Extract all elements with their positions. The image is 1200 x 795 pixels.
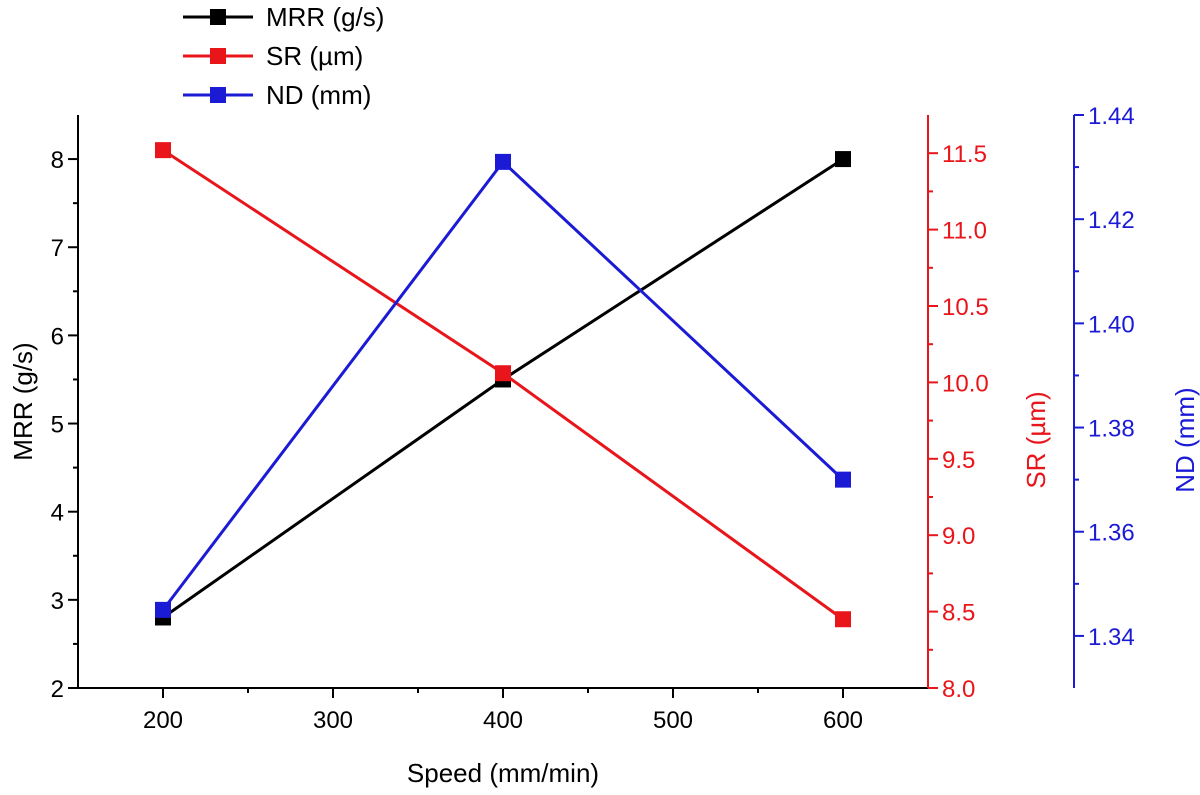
series-2-marker [155,601,171,618]
legend-marker-2 [210,87,226,103]
axes-layer: 200 300 400 500 600 Speed (mm/min) 2 3 4 5 6 7 8 MRR … [8,103,1200,788]
right2-tick-label: 1.44 [1088,103,1135,130]
left-tick-label: 5 [51,412,64,439]
left-axis-label: MRR (g/s) [8,342,38,460]
series-1-marker [835,611,851,628]
x-tick-label: 600 [823,707,863,734]
left-tick-label: 8 [51,147,64,174]
right2-axis-label: ND (mm) [1170,387,1200,492]
legend-marker-1 [210,48,226,64]
series-0-marker [835,151,851,168]
series-1-marker [495,365,511,382]
left-tick-label: 7 [51,235,64,262]
right1-tick-label: 8.0 [942,676,975,703]
legend: MRR (g/s) SR (µm) ND (mm) [183,2,384,110]
series-line-0 [162,157,844,619]
right1-tick-label: 11.5 [942,141,987,168]
x-axis-label: Speed (mm/min) [407,758,599,788]
left-tick-label: 4 [51,500,64,527]
series-2-marker [495,153,511,170]
x-tick-label: 300 [313,707,353,734]
x-tick-label: 200 [143,707,183,734]
left-tick-label: 3 [51,588,64,615]
right2-tick-label: 1.38 [1088,416,1135,443]
legend-label-2: ND (mm) [266,80,371,110]
right1-tick-label: 9.0 [942,523,975,550]
right1-axis-label: SR (µm) [1021,391,1051,488]
right1-tick-label: 11.0 [942,218,987,245]
right2-tick-label: 1.34 [1088,624,1135,651]
right2-tick-label: 1.42 [1088,207,1135,234]
left-tick-label: 6 [51,323,64,350]
series-2-marker [835,471,851,488]
legend-marker-0 [210,9,226,25]
right1-tick-label: 10.0 [942,370,989,397]
right2-tick-label: 1.36 [1088,520,1135,547]
right2-tick-label: 1.40 [1088,311,1135,338]
x-tick-label: 400 [483,707,523,734]
series-1-marker [155,142,171,159]
left-tick-label: 2 [51,676,64,703]
right1-tick-label: 9.5 [942,447,975,474]
x-tick-label: 500 [653,707,693,734]
legend-label-1: SR (µm) [266,41,363,71]
series-layer [155,142,851,628]
legend-label-0: MRR (g/s) [266,2,384,32]
right1-tick-label: 8.5 [942,600,975,627]
right1-tick-label: 10.5 [942,294,989,321]
